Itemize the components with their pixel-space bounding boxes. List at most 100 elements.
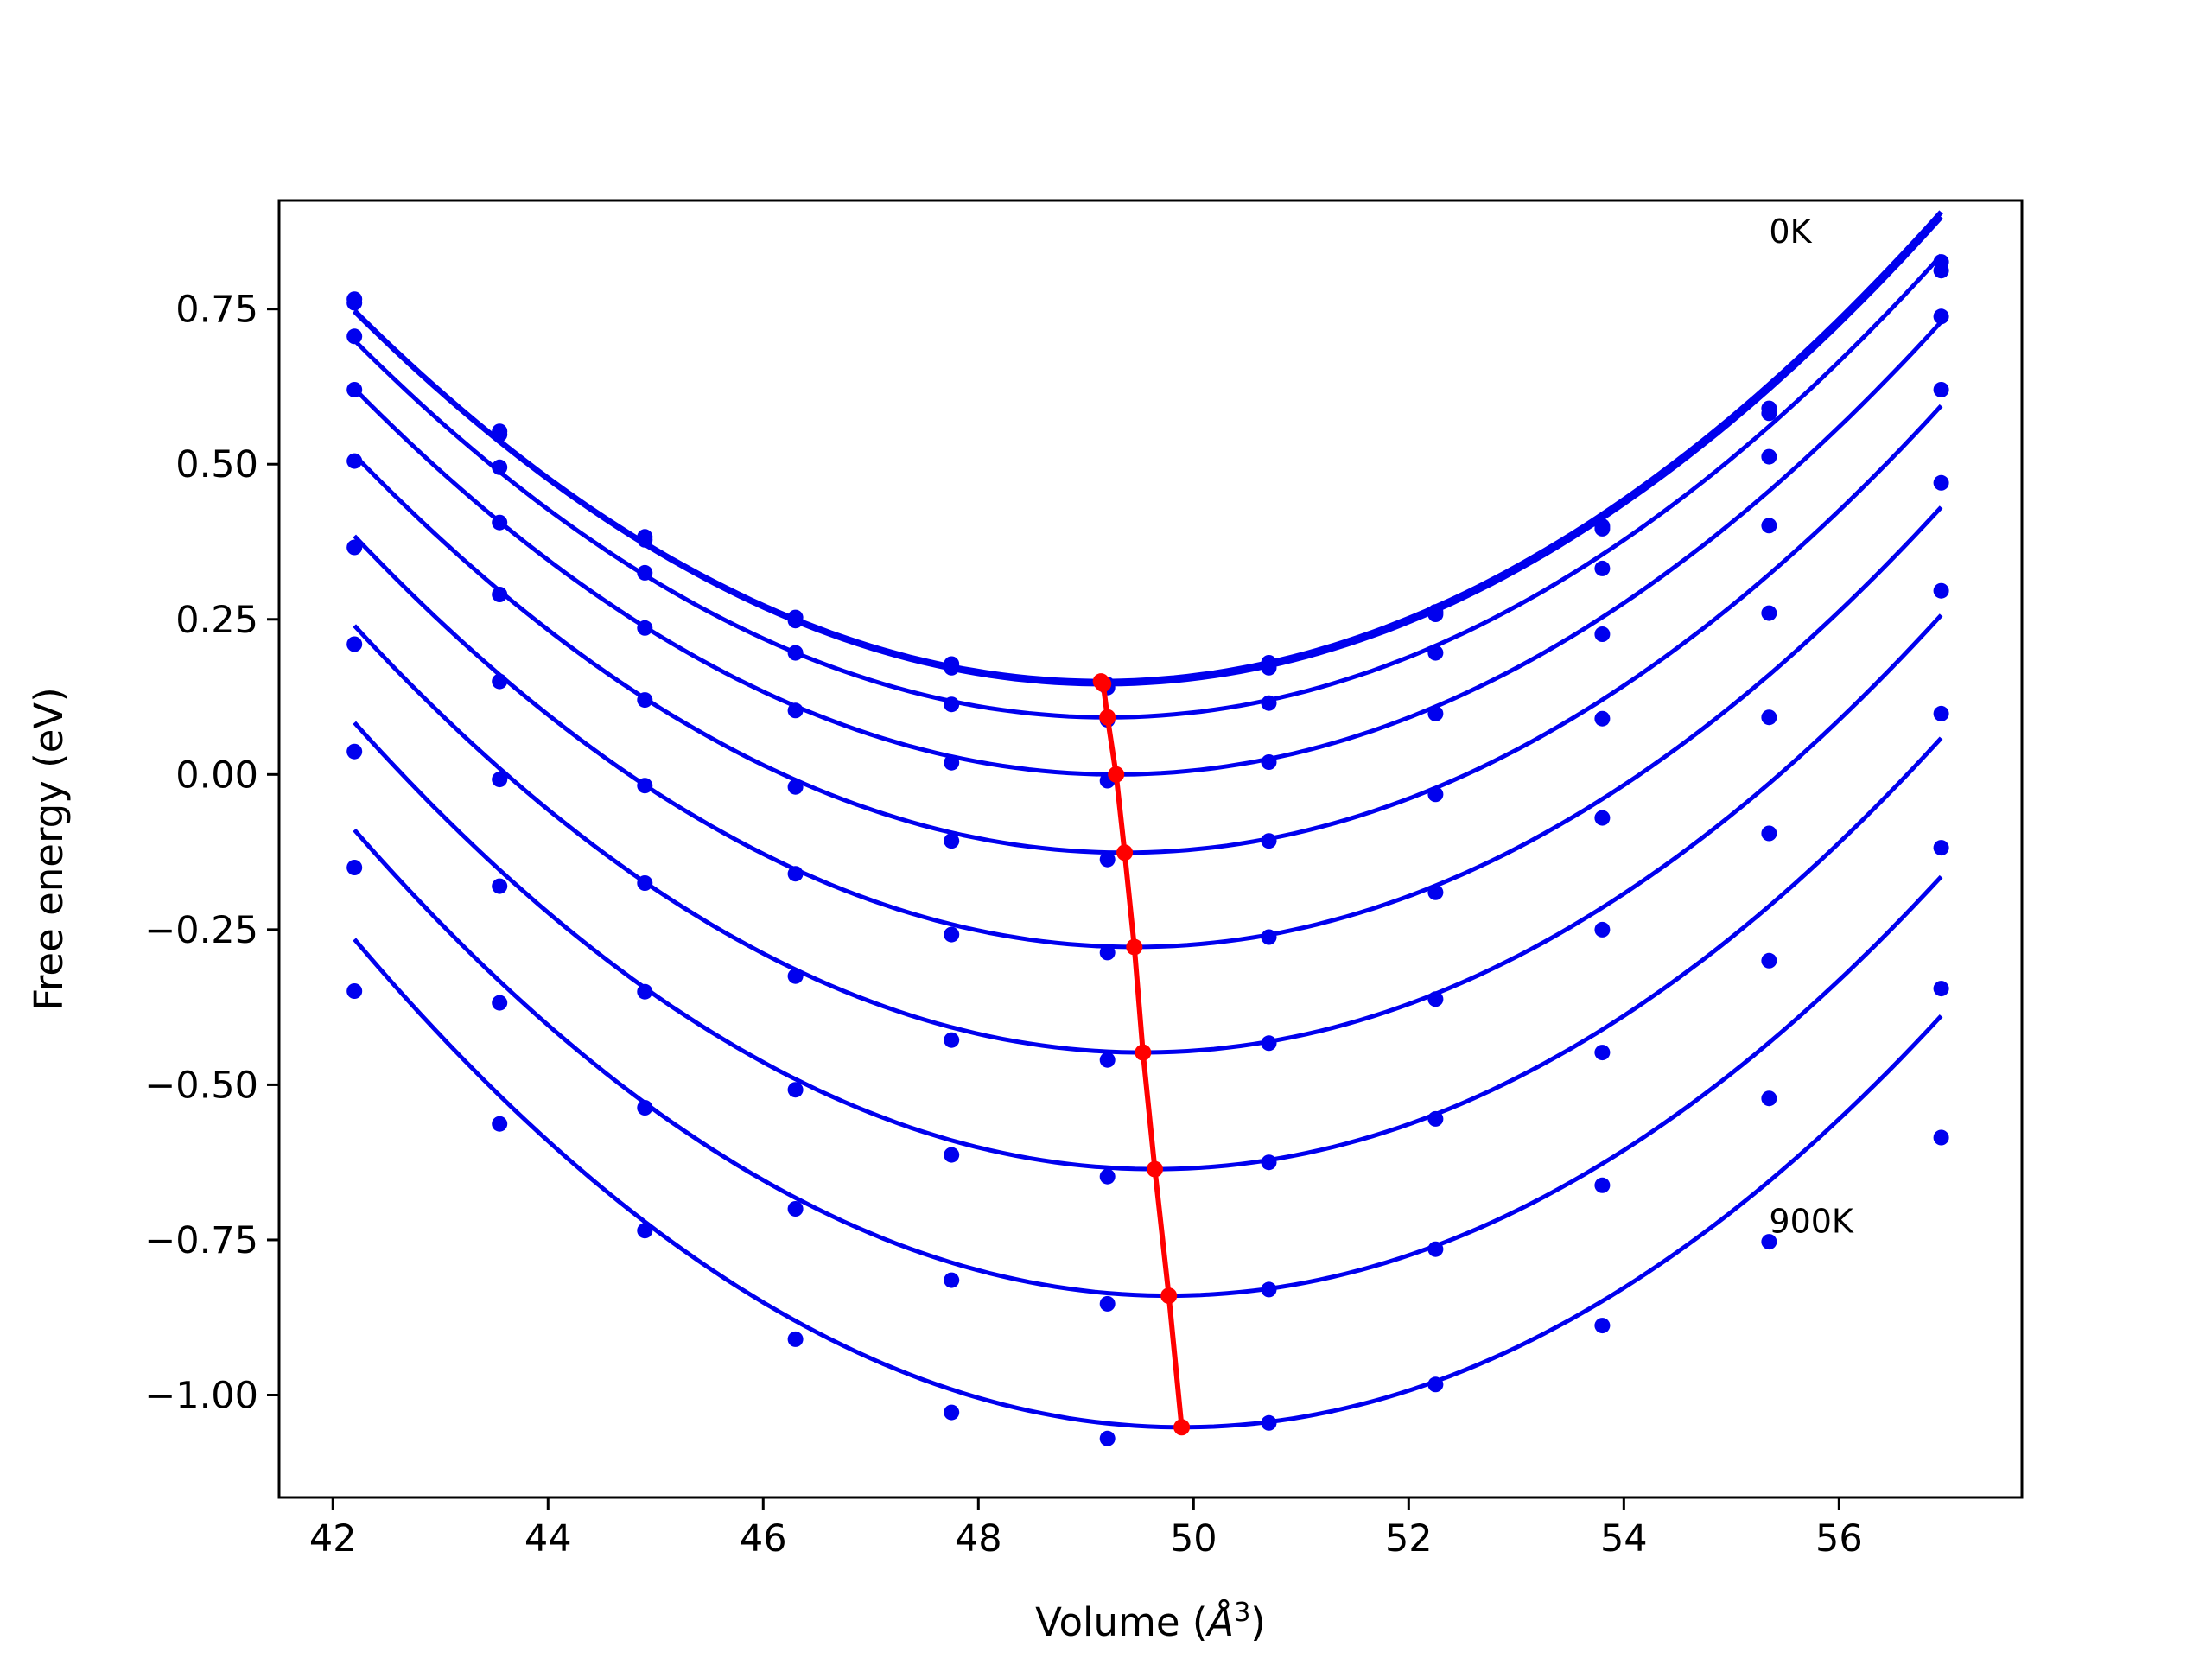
- data-point-100K-0: [346, 295, 363, 311]
- data-point-100K-2: [637, 531, 653, 548]
- data-point-200K-1: [492, 459, 508, 475]
- data-point-700K-4: [944, 1147, 960, 1163]
- data-point-900K-10: [1933, 1129, 1949, 1146]
- data-point-600K-5: [1099, 1052, 1116, 1068]
- y-tick-label-1: 0.50: [175, 443, 258, 486]
- data-point-900K-3: [787, 1331, 804, 1347]
- annotation-900K: 900K: [1769, 1202, 1854, 1240]
- data-point-200K-8: [1594, 560, 1611, 576]
- data-point-300K-4: [944, 754, 960, 771]
- x-tick-label-5: 52: [1385, 1517, 1433, 1560]
- data-point-500K-2: [637, 778, 653, 794]
- fit-curve-900K: [353, 938, 1943, 1430]
- minimum-point-4: [1116, 844, 1134, 861]
- x-axis: 42 44 46 48 50 52 54 56: [309, 1497, 1863, 1560]
- data-point-500K-9: [1761, 709, 1777, 726]
- minima-line-group: [1092, 673, 1191, 1436]
- fit-curve-200K: [353, 253, 1943, 720]
- minimum-point-2: [1099, 709, 1116, 726]
- data-point-800K-6: [1261, 1281, 1277, 1298]
- data-point-200K-6: [1261, 695, 1277, 711]
- data-point-600K-1: [492, 772, 508, 788]
- y-tick-label-2: 0.25: [175, 599, 258, 642]
- data-point-900K-1: [492, 1116, 508, 1132]
- data-point-800K-3: [787, 1201, 804, 1217]
- plot-frame: [277, 199, 2024, 1499]
- data-point-400K-6: [1261, 833, 1277, 849]
- y-tick-label-6: −0.75: [144, 1219, 258, 1262]
- data-point-700K-1: [492, 878, 508, 894]
- data-point-800K-2: [637, 1100, 653, 1116]
- temperature-annotations: 0K 900K: [1769, 213, 1854, 1240]
- data-point-600K-8: [1594, 921, 1611, 938]
- data-point-600K-9: [1761, 825, 1777, 842]
- data-point-500K-3: [787, 866, 804, 882]
- data-point-100K-10: [1933, 263, 1949, 279]
- data-point-300K-9: [1761, 518, 1777, 534]
- data-point-300K-3: [787, 702, 804, 719]
- data-point-200K-10: [1933, 308, 1949, 325]
- fit-curve-300K: [353, 320, 1943, 777]
- data-point-600K-7: [1427, 991, 1444, 1007]
- data-point-900K-8: [1594, 1318, 1611, 1334]
- minimum-point-5: [1126, 938, 1143, 956]
- data-point-800K-8: [1594, 1177, 1611, 1193]
- data-point-100K-4: [944, 659, 960, 676]
- x-tick-label-7: 56: [1815, 1517, 1863, 1560]
- x-tick-label-1: 44: [524, 1517, 572, 1560]
- data-point-300K-2: [637, 620, 653, 636]
- data-point-400K-7: [1427, 786, 1444, 803]
- data-point-900K-4: [944, 1404, 960, 1421]
- data-point-600K-10: [1933, 705, 1949, 721]
- data-point-800K-7: [1427, 1241, 1444, 1257]
- y-tick-label-5: −0.50: [144, 1064, 258, 1107]
- x-tick-label-6: 54: [1600, 1517, 1648, 1560]
- data-point-200K-4: [944, 696, 960, 713]
- x-tick-label-3: 48: [955, 1517, 1002, 1560]
- annotation-0K: 0K: [1769, 213, 1812, 251]
- data-point-800K-5: [1099, 1295, 1116, 1312]
- data-point-300K-8: [1594, 626, 1611, 642]
- minima-line: [1098, 679, 1185, 1428]
- y-axis-label: Free energy (eV): [26, 687, 72, 1010]
- y-axis: 0.75 0.50 0.25 0.00 −0.25 −0.50 −0.75 −1.00: [144, 289, 279, 1418]
- data-point-400K-9: [1761, 605, 1777, 621]
- x-tick-label-4: 50: [1170, 1517, 1217, 1560]
- data-point-100K-1: [492, 426, 508, 442]
- data-point-200K-9: [1761, 448, 1777, 465]
- data-point-100K-6: [1261, 659, 1277, 676]
- data-point-500K-6: [1261, 929, 1277, 945]
- data-point-900K-9: [1761, 1234, 1777, 1250]
- data-point-500K-10: [1933, 582, 1949, 599]
- data-point-700K-2: [637, 983, 653, 1000]
- fit-curve-400K: [353, 404, 1943, 855]
- y-tick-label-0: 0.75: [175, 289, 258, 332]
- data-point-600K-3: [787, 968, 804, 984]
- data-point-100K-3: [787, 613, 804, 629]
- data-point-700K-3: [787, 1082, 804, 1098]
- data-point-700K-9: [1761, 952, 1777, 969]
- data-point-400K-8: [1594, 710, 1611, 727]
- data-point-300K-1: [492, 514, 508, 531]
- minimum-point-9: [1173, 1419, 1191, 1436]
- data-point-400K-0: [346, 453, 363, 469]
- fit-curve-100K: [353, 214, 1943, 687]
- x-axis-label-exponent: 3: [1234, 1598, 1250, 1628]
- data-point-500K-7: [1427, 884, 1444, 900]
- minimum-point-8: [1160, 1287, 1178, 1305]
- data-point-300K-0: [346, 382, 363, 397]
- data-point-900K-0: [346, 983, 363, 999]
- data-point-100K-8: [1594, 520, 1611, 537]
- data-point-600K-0: [346, 636, 363, 652]
- x-tick-label-2: 46: [740, 1517, 787, 1560]
- data-point-200K-0: [346, 328, 363, 345]
- data-point-300K-7: [1427, 705, 1444, 721]
- data-point-500K-4: [944, 926, 960, 943]
- data-point-700K-5: [1099, 1168, 1116, 1185]
- minimum-point-7: [1147, 1160, 1163, 1178]
- minimum-point-1: [1095, 676, 1112, 692]
- y-tick-label-7: −1.00: [144, 1375, 258, 1418]
- data-points: [346, 254, 1949, 1446]
